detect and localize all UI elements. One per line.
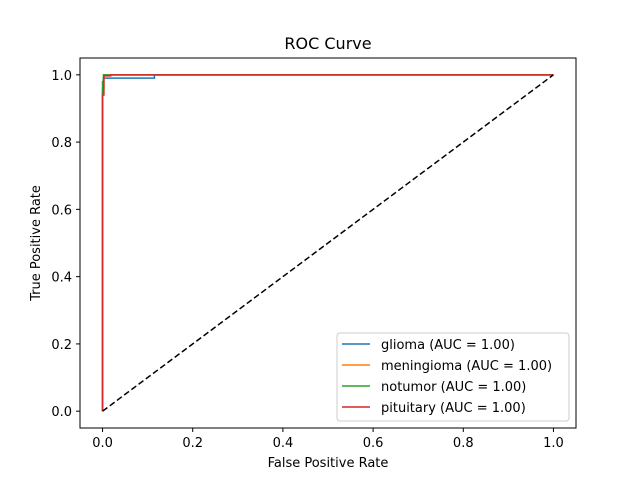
y-tick-label: 0.6 <box>51 203 72 218</box>
axes-frame <box>79 57 577 429</box>
y-tick-label: 0.2 <box>51 338 72 353</box>
legend-label-pituitary: pituitary (AUC = 1.00) <box>381 401 526 416</box>
chart-title: ROC Curve <box>284 34 371 53</box>
legend: glioma (AUC = 1.00) meningioma (AUC = 1.… <box>336 332 570 422</box>
x-tick-label: 1.0 <box>543 436 564 451</box>
roc-line-pituitary <box>101 74 554 412</box>
x-tick-label: 0.2 <box>182 436 203 451</box>
plot-area <box>101 74 554 412</box>
x-axis-title: False Positive Rate <box>268 456 389 471</box>
y-tick-label: 0.0 <box>51 405 72 420</box>
x-tick-label: 0.0 <box>92 436 113 451</box>
y-tick-label: 1.0 <box>51 69 72 84</box>
x-tick-label: 0.6 <box>363 436 384 451</box>
y-tick-label: 0.4 <box>51 271 72 286</box>
legend-label-meningioma: meningioma (AUC = 1.00) <box>381 359 552 374</box>
chance-diagonal-line <box>102 74 554 412</box>
legend-label-notumor: notumor (AUC = 1.00) <box>381 380 526 395</box>
axes-ticks: 0.0 0.2 0.4 0.6 0.8 1.0 0.0 0.2 0.4 0.6 0.8 1.0 <box>51 69 563 451</box>
x-tick-label: 0.4 <box>273 436 294 451</box>
legend-label-glioma: glioma (AUC = 1.00) <box>381 338 515 353</box>
y-tick-label: 0.8 <box>51 136 72 151</box>
y-axis-title: True Positive Rate <box>29 185 44 302</box>
legend-frame <box>336 332 570 422</box>
x-tick-label: 0.8 <box>453 436 474 451</box>
